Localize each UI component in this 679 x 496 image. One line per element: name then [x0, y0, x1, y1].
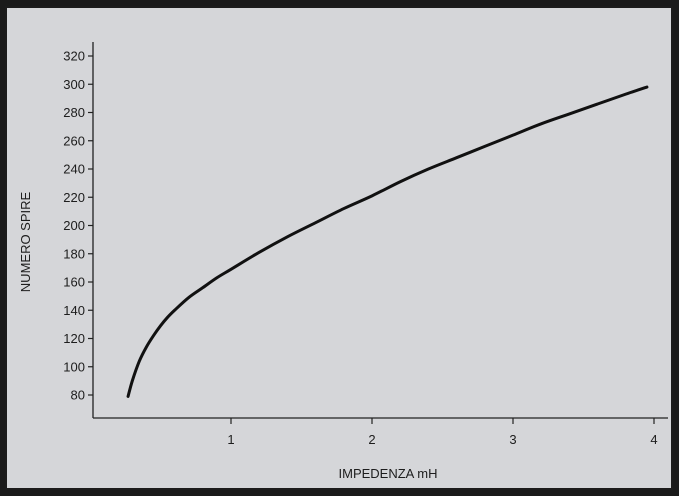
y-axis-label: NUMERO SPIRE [18, 191, 33, 292]
x-axis-label: IMPEDENZA mH [339, 466, 438, 481]
y-tick-label: 80 [71, 388, 85, 403]
y-tick-label: 220 [63, 190, 85, 205]
y-tick-label: 180 [63, 246, 85, 261]
x-tick-label: 3 [509, 432, 516, 447]
series-line [126, 85, 649, 398]
x-tick-label: 1 [227, 432, 234, 447]
y-tick-label: 200 [63, 218, 85, 233]
y-tick-label: 100 [63, 359, 85, 374]
y-tick-label: 120 [63, 331, 85, 346]
y-tick-label: 240 [63, 162, 85, 177]
y-tick-label: 280 [63, 105, 85, 120]
x-tick-label: 4 [650, 432, 657, 447]
x-tick-label: 2 [368, 432, 375, 447]
chart-frame [5, 6, 673, 490]
y-tick-label: 320 [63, 49, 85, 64]
series [126, 85, 649, 398]
y-tick-label: 300 [63, 77, 85, 92]
y-tick-label: 160 [63, 275, 85, 290]
axes [92, 42, 668, 419]
y-tick-label: 260 [63, 133, 85, 148]
y-tick-label: 140 [63, 303, 85, 318]
ticks: 80 100 120 140 160 180 200 220 240 260 280 300 320 1 2… [63, 49, 657, 448]
